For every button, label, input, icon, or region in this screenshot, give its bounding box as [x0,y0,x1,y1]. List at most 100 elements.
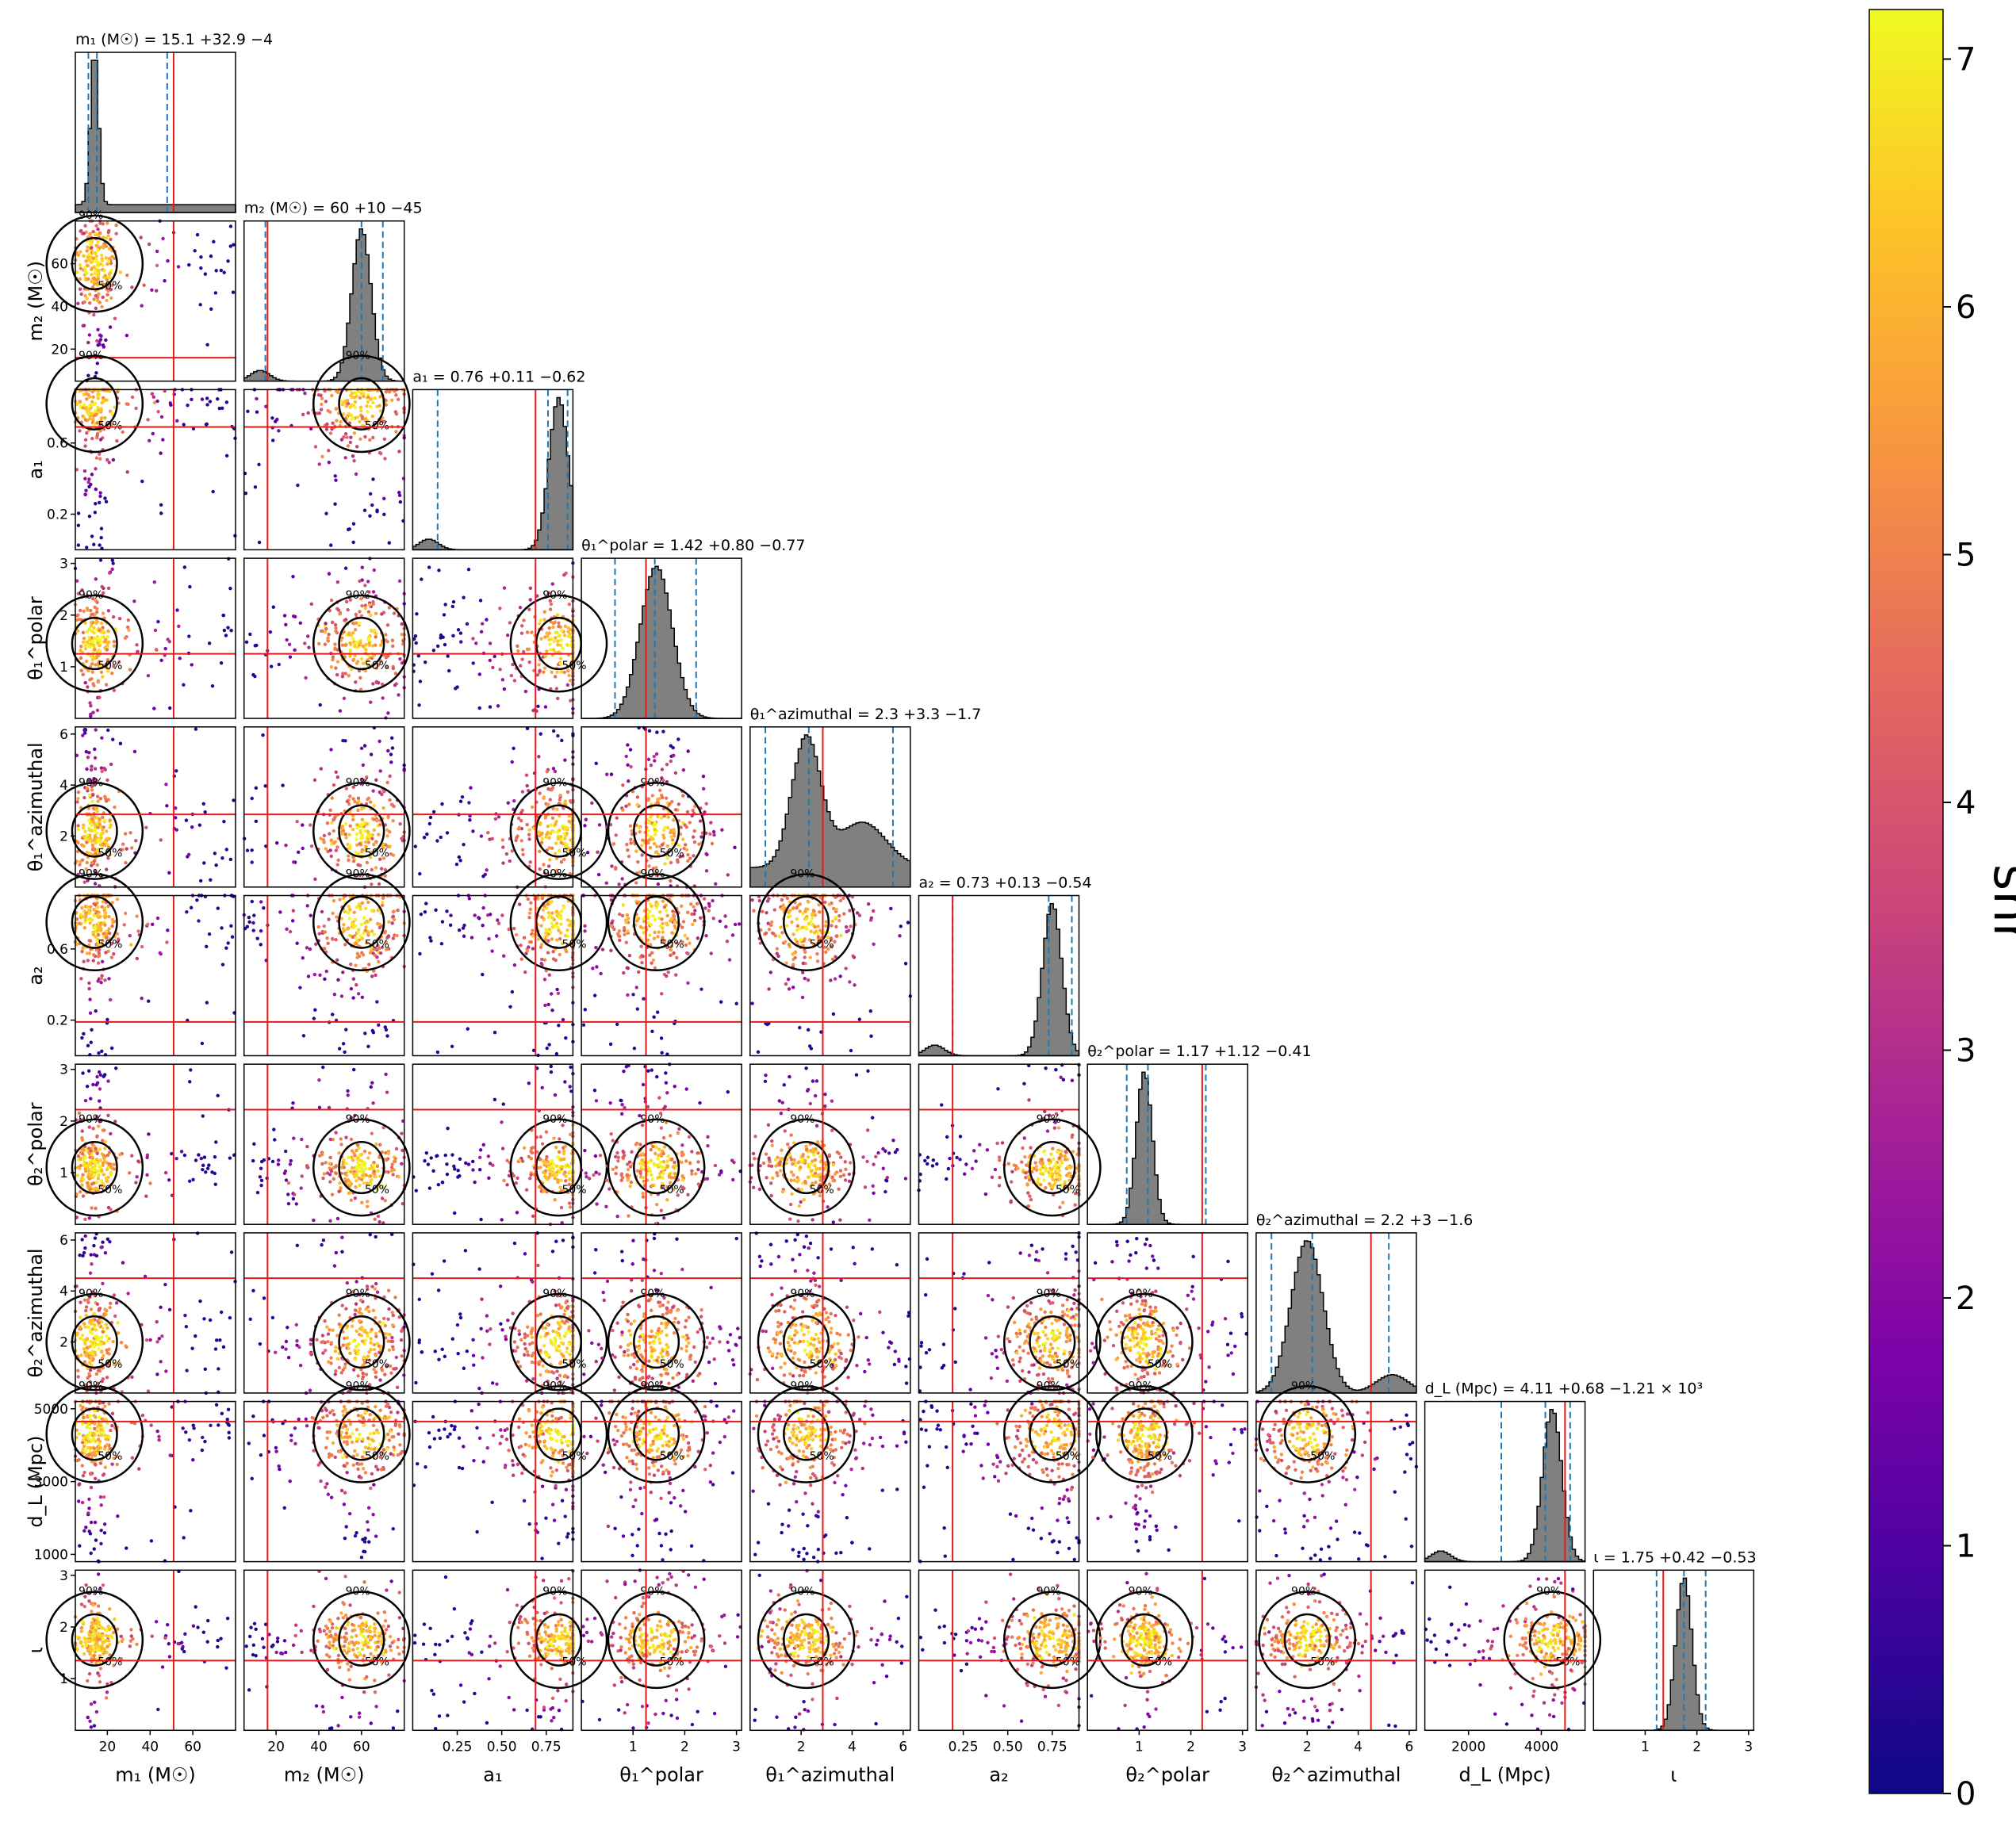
scatter-point [343,431,348,436]
scatter-point [103,794,107,798]
scatter-point [558,1137,561,1141]
scatter-point [353,627,358,632]
scatter-point [385,1090,389,1094]
scatter-point [75,270,79,274]
scatter-point [144,1194,148,1198]
scatter-point [375,818,379,823]
scatter-point [505,634,510,637]
scatter-point [627,779,630,783]
scatter-point [396,397,401,401]
scatter-point [692,840,697,844]
scatter-point [680,925,684,929]
scatter-point [389,760,393,764]
scatter-point [498,607,502,611]
scatter-point [90,676,94,681]
scatter-point [82,823,86,827]
scatter-point [669,759,673,764]
scatter-point [102,906,107,910]
scatter-point [354,924,358,928]
scatter-point [626,848,630,852]
scatter-point [779,925,783,929]
scatter-point [84,749,89,754]
scatter-point [104,1176,109,1181]
scatter-point [102,1156,106,1160]
scatter-point [328,1162,332,1166]
scatter-point [641,1192,645,1196]
scatter-point [370,1131,374,1135]
scatter-point [92,312,96,317]
scatter-point [352,458,356,463]
scatter-point [88,1011,93,1015]
scatter-point [284,1178,289,1182]
scatter-point [226,626,230,630]
scatter-point [550,992,554,996]
scatter-point [329,1169,334,1173]
scatter-point [373,628,377,632]
scatter-point [106,1113,110,1118]
scatter-point [620,877,624,881]
scatter-point [625,913,630,917]
scatter-point [383,457,387,461]
scatter-point [338,709,343,713]
scatter-point [286,1181,291,1185]
scatter-point [163,1170,168,1175]
scatter-theta2_polar-m1 [73,1066,236,1222]
scatter-point [109,1173,113,1177]
scatter-point [324,511,328,515]
scatter-point [522,936,527,940]
scatter-point [80,1135,84,1140]
scatter-point [559,840,563,845]
scatter-point [269,664,274,668]
scatter-point [466,1027,470,1031]
scatter-point [392,611,397,615]
scatter-point [94,1009,98,1013]
scatter-point [274,419,278,423]
scatter-point [371,644,375,648]
scatter-point [322,840,326,844]
scatter-point [106,586,111,591]
scatter-point [371,477,375,481]
scatter-point [325,821,330,825]
scatter-point [469,786,473,790]
scatter-point [530,1146,534,1150]
scatter-point [429,939,433,943]
scatter-point [86,668,90,673]
scatter-point [394,412,399,416]
scatter-point [481,905,485,910]
scatter-point [93,409,98,413]
scatter-point [339,438,344,442]
scatter-point [540,1142,545,1146]
scatter-point [81,414,85,419]
scatter-point [186,403,190,408]
scatter-point [629,841,633,845]
ylabel-m2: m₂ (M☉) [25,261,47,342]
contour-label-50: 50% [561,1184,586,1196]
scatter-point [85,297,89,301]
scatter-point [477,916,481,920]
scatter-point [97,927,101,931]
scatter-theta2_polar-a1 [412,1064,575,1227]
scatter-point [467,897,472,901]
histogram-a1 [412,396,574,551]
scatter-point [500,913,504,917]
scatter-point [329,838,334,842]
scatter-point [415,612,419,616]
scatter-point [91,1127,95,1131]
scatter-point [799,938,803,942]
scatter-point [387,541,391,545]
scatter-point [104,256,108,260]
scatter-point [134,839,138,843]
scatter-point [151,395,155,399]
scatter-point [488,705,493,709]
scatter-point [596,872,601,877]
scatter-point [341,412,346,416]
scatter-point [639,944,643,948]
scatter-point [641,917,646,921]
scatter-point [109,1046,114,1051]
scatter-point [99,253,104,258]
scatter-point [471,637,475,641]
scatter-point [372,828,376,833]
scatter-point [517,825,522,829]
scatter-point [335,1216,340,1221]
scatter-point [640,853,644,857]
